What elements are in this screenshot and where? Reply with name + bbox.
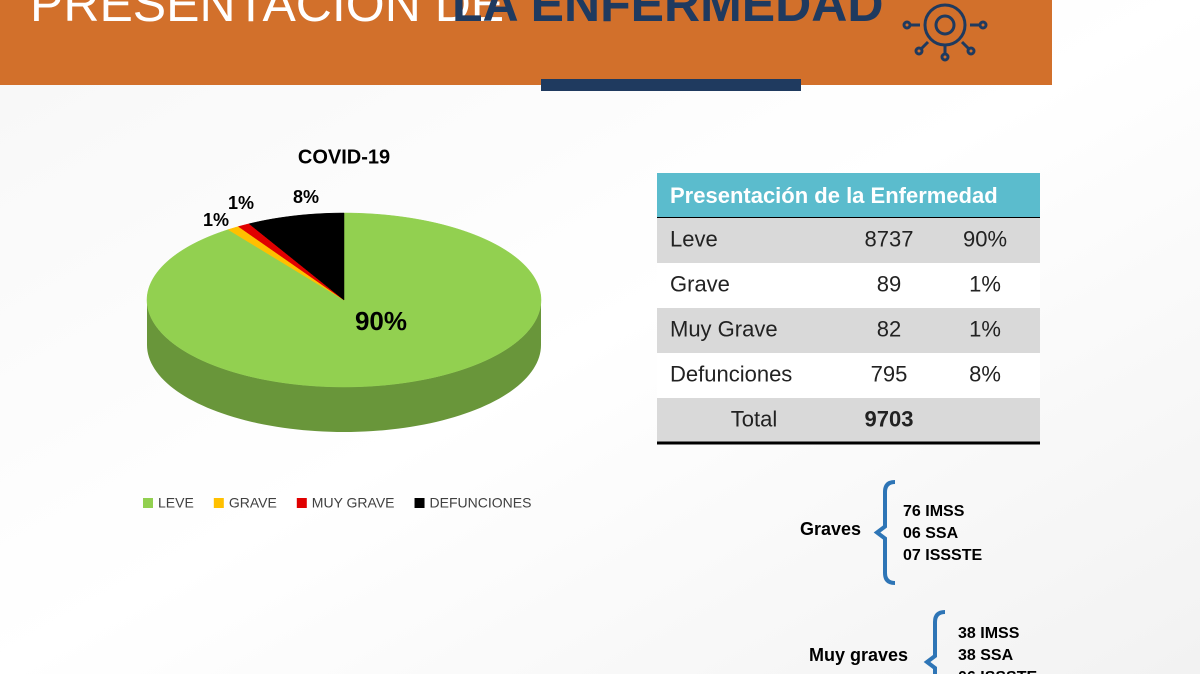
table-cell: 795 xyxy=(871,361,908,386)
note-item: 38 IMSS xyxy=(958,625,1020,642)
table-cell: 1% xyxy=(969,316,1001,341)
accent-bar xyxy=(541,79,801,91)
legend: LEVE GRAVE MUY GRAVE DEFUNCIONES xyxy=(143,495,531,511)
legend-label: MUY GRAVE xyxy=(312,495,395,511)
bracket xyxy=(923,610,946,679)
legend-swatch xyxy=(296,498,307,508)
pie-slice xyxy=(248,212,345,301)
note-item: 06 ISSSTE xyxy=(958,669,1037,674)
table-cell: 8% xyxy=(969,361,1001,386)
table-row-bg xyxy=(657,263,1040,308)
table-cell: Defunciones xyxy=(670,361,792,386)
table-cell: Grave xyxy=(670,271,730,296)
chart-title: COVID-19 xyxy=(298,146,390,168)
legend-swatch xyxy=(414,498,425,508)
table-cell: Leve xyxy=(670,226,718,251)
table-header-bg xyxy=(657,173,1040,218)
header-title: PRESENTACION DE xyxy=(30,0,504,32)
note-item: 06 SSA xyxy=(903,525,959,542)
note-label: Muy graves xyxy=(809,645,908,665)
data-label: 90% xyxy=(355,306,407,336)
virus-icon xyxy=(902,3,988,62)
legend-swatch xyxy=(143,498,153,508)
table-title: Presentación de la Enfermedad xyxy=(670,183,998,208)
note-item: 76 IMSS xyxy=(903,503,965,520)
table-row-bg xyxy=(657,218,1040,263)
table-total-value: 9703 xyxy=(865,406,914,431)
table-total-bg xyxy=(657,398,1040,443)
note-item: 07 ISSSTE xyxy=(903,547,982,564)
table-cell: 82 xyxy=(877,316,901,341)
table-row-bg xyxy=(657,353,1040,398)
table-cell: 89 xyxy=(877,271,901,296)
header-title-bold: LA ENFERMEDAD xyxy=(452,0,883,32)
pie-side xyxy=(147,300,541,432)
bracket xyxy=(873,480,896,585)
table-total-label: Total xyxy=(731,406,777,431)
table-cell: 90% xyxy=(963,226,1007,251)
header-band xyxy=(0,0,1052,85)
data-label: 1% xyxy=(228,193,254,213)
note-label: Graves xyxy=(800,519,861,539)
note-item: 38 SSA xyxy=(958,647,1014,664)
legend-swatch xyxy=(213,498,224,508)
pie: 90% 1%1% 8% xyxy=(146,187,542,432)
legend-label: LEVE xyxy=(158,495,194,511)
legend-label: GRAVE xyxy=(229,495,277,511)
table-row-bg xyxy=(657,308,1040,353)
table-cell: 1% xyxy=(969,271,1001,296)
data-label: 8% xyxy=(293,187,319,207)
table-cell: Muy Grave xyxy=(670,316,778,341)
table: Presentación de la Enfermedad Leve 8737 90%… xyxy=(657,173,1040,445)
data-label: 1% xyxy=(203,210,229,230)
table-cell: 8737 xyxy=(865,226,914,251)
legend-label: DEFUNCIONES xyxy=(430,495,532,511)
